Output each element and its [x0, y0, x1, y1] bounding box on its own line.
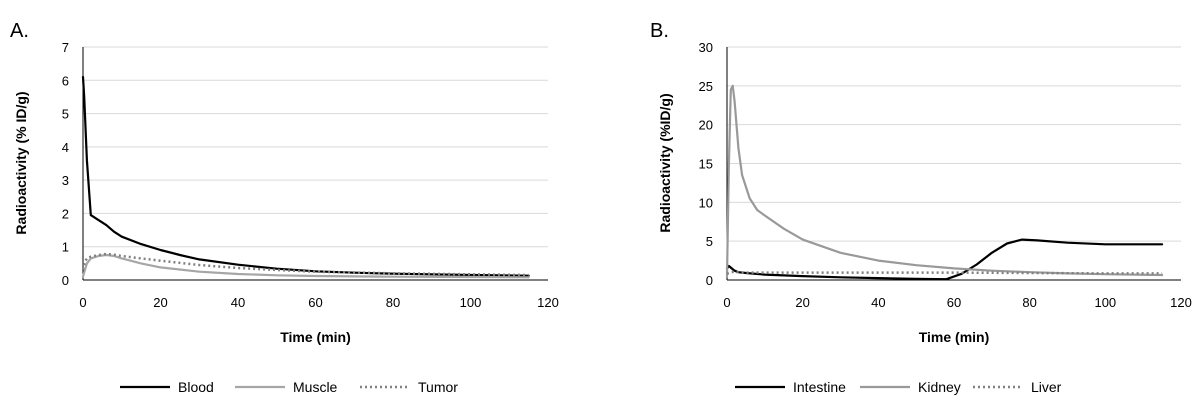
series-line-muscle [81, 253, 530, 279]
y-tick-label: 7 [62, 40, 69, 55]
y-tick-label: 0 [706, 273, 713, 288]
y-tick-label: 25 [699, 79, 713, 94]
y-tick-label: 6 [62, 73, 69, 88]
y-tick-label: 2 [62, 206, 69, 221]
x-tick-label: 120 [537, 295, 559, 310]
series-line-liver [726, 270, 1163, 275]
panel-label: B. [650, 20, 669, 42]
y-tick-label: 4 [62, 140, 69, 155]
x-tick-label: 120 [1170, 295, 1192, 310]
legend-label-kidney: Kidney [918, 379, 961, 395]
panel-b-intestine-kidney-liver: B. 0 5 10 15 20 25 30 0 20 40 60 80 100 120 Time (min)… [650, 20, 1192, 395]
legend-label-intestine: Intestine [793, 379, 846, 395]
y-tick-label: 5 [62, 107, 69, 122]
y-tick-label: 5 [706, 234, 713, 249]
x-tick-label: 100 [460, 295, 482, 310]
x-tick-label: 20 [153, 295, 167, 310]
legend-label-muscle: Muscle [293, 379, 338, 395]
panel-label: A. [10, 20, 29, 42]
y-axis-title: Radioactivity (%ID/g) [657, 93, 673, 232]
panel-a-blood-muscle-tumor: A. 0 1 2 3 4 5 6 7 0 20 40 60 80 100 120 Time (min) Radi… [10, 20, 559, 395]
y-tick-label: 0 [62, 273, 69, 288]
x-tick-label: 80 [1022, 295, 1036, 310]
x-axis-title: Time (min) [280, 329, 351, 345]
y-tick-label: 20 [699, 118, 713, 133]
x-tick-label: 80 [386, 295, 400, 310]
x-tick-label: 40 [231, 295, 245, 310]
x-axis-title: Time (min) [919, 329, 990, 345]
x-tick-label: 60 [947, 295, 961, 310]
x-tick-label: 40 [871, 295, 885, 310]
y-tick-label: 1 [62, 240, 69, 255]
series-line-kidney [725, 84, 1164, 278]
y-tick-label: 30 [699, 40, 713, 55]
legend-label-blood: Blood [178, 379, 214, 395]
y-axis-title: Radioactivity (% ID/g) [13, 91, 29, 234]
series-line-blood [81, 75, 530, 277]
y-tick-label: 3 [62, 173, 69, 188]
series-line-intestine [725, 238, 1164, 281]
legend-label-liver: Liver [1031, 379, 1062, 395]
x-tick-label: 60 [308, 295, 322, 310]
series-line-tumor [81, 252, 529, 277]
y-tick-label: 10 [699, 195, 713, 210]
x-tick-label: 100 [1094, 295, 1116, 310]
x-tick-label: 0 [79, 295, 86, 310]
x-tick-label: 0 [723, 295, 730, 310]
legend-label-tumor: Tumor [418, 379, 458, 395]
y-tick-label: 15 [699, 157, 713, 172]
x-tick-label: 20 [795, 295, 809, 310]
